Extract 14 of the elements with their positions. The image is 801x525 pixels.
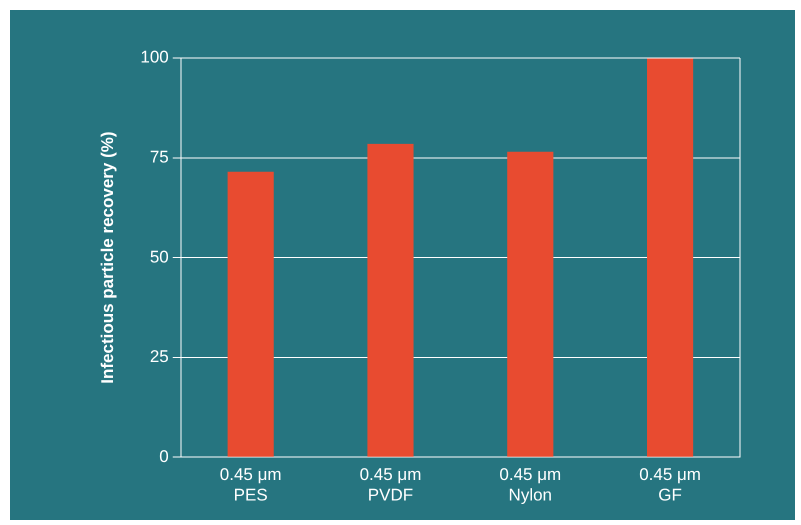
x-tick-label: 0.45 μm Nylon <box>499 465 562 504</box>
bar <box>228 172 274 457</box>
bar <box>647 58 694 457</box>
y-tick-label: 75 <box>150 147 169 166</box>
y-tick-label: 50 <box>150 247 169 266</box>
x-tick-label: 0.45 μm PVDF <box>360 465 422 504</box>
y-tick-label: 0 <box>159 446 169 466</box>
y-tick-label: 100 <box>140 48 169 67</box>
bar <box>507 152 554 457</box>
x-tick-label: 0.45 μm PES <box>220 465 282 504</box>
y-tick-label: 25 <box>150 347 169 366</box>
y-axis-title: Infectious particle recovery (%) <box>98 131 117 384</box>
bar <box>367 144 414 457</box>
x-tick-label: 0.45 μm GF <box>639 465 701 504</box>
